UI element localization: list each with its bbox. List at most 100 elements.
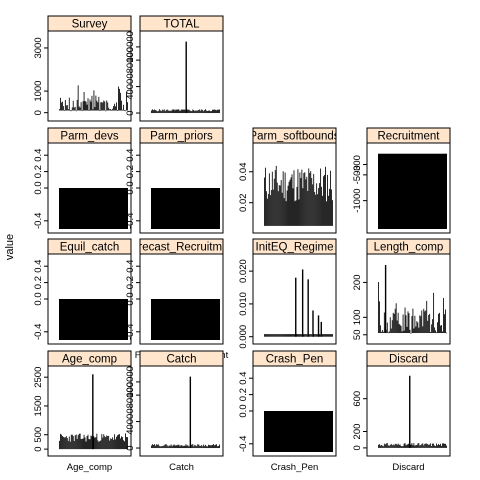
bar [159, 446, 161, 449]
bar [265, 334, 267, 337]
panel-title: Equil_catch [60, 242, 119, 254]
bar [202, 109, 204, 114]
bar [313, 334, 315, 337]
y-tick-label: -0.4 [33, 213, 44, 229]
bar [104, 101, 106, 111]
bar [83, 434, 85, 450]
bar [59, 97, 61, 111]
bar [299, 172, 301, 226]
bar [430, 332, 432, 334]
bar [379, 325, 381, 334]
bar [310, 171, 312, 226]
bar [82, 438, 84, 450]
bar [283, 334, 285, 337]
bar [158, 445, 160, 449]
bar [388, 445, 390, 448]
bar [426, 300, 428, 334]
y-tick-label: 40000 [125, 73, 136, 99]
bar [286, 190, 288, 226]
bar [305, 334, 307, 337]
bar [385, 329, 387, 334]
bar [284, 172, 286, 226]
bar [420, 444, 422, 448]
bar [276, 334, 278, 337]
bar [98, 96, 100, 111]
bar [380, 444, 382, 448]
bar [195, 445, 197, 449]
bar [410, 444, 412, 448]
bar [303, 334, 305, 337]
bar [165, 109, 167, 114]
bar [274, 334, 276, 337]
bar [414, 315, 416, 334]
bar [152, 444, 154, 449]
bar [423, 445, 425, 448]
y-tick-label: -1000 [352, 188, 363, 212]
bar [181, 109, 183, 114]
bar [322, 334, 323, 337]
bar [166, 445, 168, 449]
bar [324, 334, 325, 337]
bar [443, 443, 444, 448]
bar [331, 189, 332, 226]
panel-frame [366, 253, 451, 345]
bar [213, 444, 214, 449]
bar [442, 443, 443, 448]
bar [421, 444, 423, 448]
bar [407, 311, 409, 334]
bar [176, 109, 178, 114]
bar [103, 100, 105, 111]
bar [217, 446, 218, 449]
bars [59, 188, 128, 229]
bar [126, 436, 127, 450]
panel-title: Crash_Pen [266, 354, 324, 366]
bar [269, 334, 271, 337]
bar [409, 375, 411, 448]
bar [415, 445, 417, 448]
bar [189, 110, 191, 114]
bar [286, 334, 288, 337]
bar [431, 324, 433, 334]
bar [63, 437, 65, 450]
y-tick-label: 0.2 [125, 165, 136, 178]
bar [186, 445, 188, 449]
bar [127, 437, 128, 450]
bar [298, 334, 300, 337]
bar [62, 106, 64, 111]
y-tick-label: 0.2 [33, 276, 44, 289]
bar [183, 109, 185, 114]
bar [321, 186, 323, 226]
bar [295, 277, 297, 337]
bar [401, 331, 403, 334]
panel-frame [252, 253, 337, 345]
bar [289, 179, 291, 226]
bars [264, 165, 333, 226]
bar [417, 322, 419, 334]
bars [59, 374, 128, 450]
panel-forecast-recruitment: Forecast_Recruitment-0.40.00.20.4Forecas… [125, 238, 229, 361]
bar [181, 445, 183, 449]
bar [297, 169, 299, 226]
bar [383, 312, 385, 334]
bar [320, 321, 322, 337]
bar [293, 170, 295, 226]
bar [151, 444, 153, 449]
bar [213, 109, 214, 114]
panel-discard: Discard 0 200 600 Discard [352, 350, 451, 473]
bar [394, 308, 396, 334]
bar [78, 433, 80, 450]
bar [99, 441, 101, 450]
bar [312, 184, 314, 226]
bar [188, 446, 190, 449]
bar [411, 443, 413, 448]
bar [409, 329, 411, 334]
bar [264, 334, 266, 337]
bar [288, 334, 290, 337]
bar [302, 188, 304, 226]
bar [441, 445, 442, 448]
bar [126, 91, 127, 111]
bar [282, 171, 284, 226]
bar [293, 334, 295, 337]
bar [410, 333, 412, 334]
